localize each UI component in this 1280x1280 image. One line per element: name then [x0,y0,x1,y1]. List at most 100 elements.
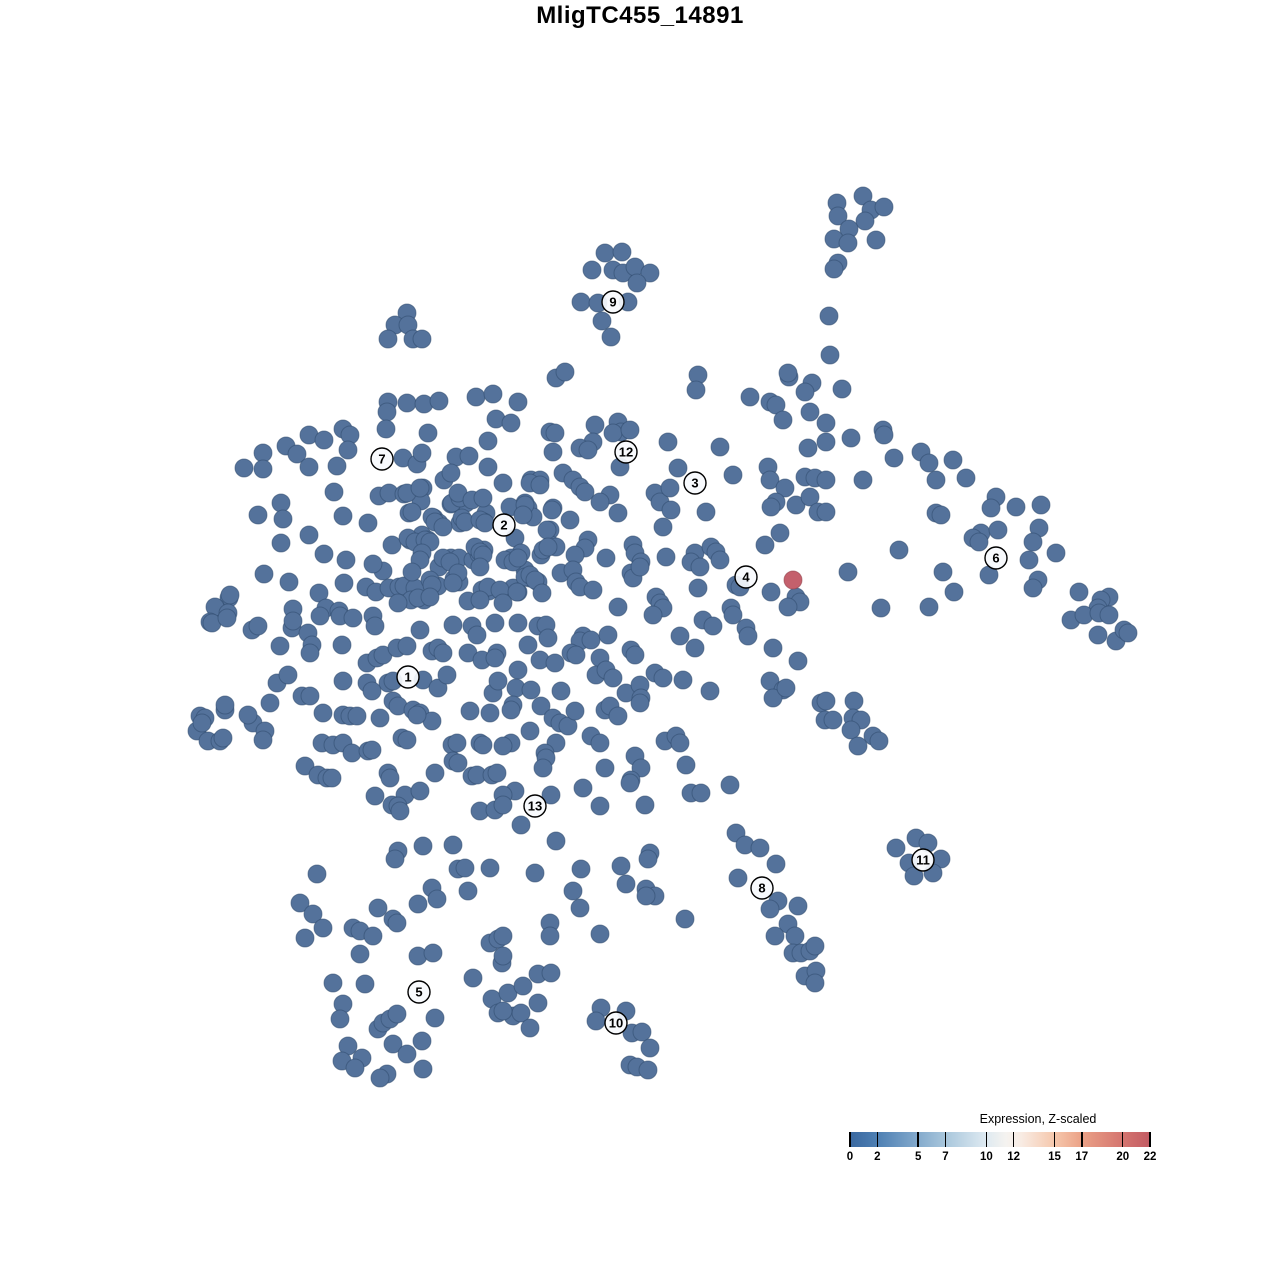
cluster-label-text: 3 [691,476,698,491]
cell-dot [388,593,408,613]
cell-dot [1046,543,1066,563]
cell-dot [700,681,720,701]
cell-dot [538,537,558,557]
cell-dot [362,740,382,760]
cell-dot [330,1009,350,1029]
cell-dot [300,686,320,706]
cell-dot [299,457,319,477]
cell-dot [338,440,358,460]
cell-dot [470,590,490,610]
cluster-label-text: 5 [415,985,422,1000]
cell-dot [520,1018,540,1038]
cell-dot [612,242,632,262]
cell-dot [750,838,770,858]
cell-dot [220,585,240,605]
cell-dot [408,894,428,914]
cell-dot [518,635,538,655]
colorbar-tick-label: 5 [914,1151,922,1163]
cell-dot [483,384,503,404]
cell-dot [420,587,440,607]
cell-dot [370,1068,390,1088]
colorbar-tick-label: 15 [1048,1151,1061,1163]
cell-dot [660,478,680,498]
cluster-label-text: 10 [609,1016,623,1031]
cell-dot [467,625,487,645]
cluster-label-circle [734,565,758,589]
cell-dot [816,691,836,711]
cell-dot [459,446,479,466]
cell-dot [493,946,513,966]
cell-dot [848,736,868,756]
cell-dot [673,670,693,690]
colorbar-tick [1053,1132,1056,1147]
cell-dot [412,443,432,463]
cell-dot [795,382,815,402]
cell-dot [278,665,298,685]
cell-dot [253,459,273,479]
cell-dot [841,428,861,448]
cell-dot [385,849,405,869]
cell-dot [541,963,561,983]
cell-dot [520,721,540,741]
cell-dot [776,678,796,698]
cell-dot [720,775,740,795]
cell-dot [443,835,463,855]
cell-dot [785,926,805,946]
cell-dot [816,413,836,433]
cell-dot [1023,578,1043,598]
cell-dot [755,535,775,555]
cell-dot [696,502,716,522]
cluster-label-12: 12 [614,440,638,464]
cluster-label-8: 8 [750,876,774,900]
cell-dot [508,392,528,412]
cell-dot [412,329,432,349]
cell-dot [943,450,963,470]
cell-dot [410,478,430,498]
cell-dot [1118,623,1138,643]
cell-dot [788,896,808,916]
cell-dot [919,597,939,617]
cell-dot [213,728,233,748]
cell-dot [248,616,268,636]
cell-dot [376,419,396,439]
colorbar-title: Expression, Z-scaled [979,1112,1097,1126]
cell-dot [563,881,583,901]
cell-dot [271,493,291,513]
cluster-label-text: 9 [609,295,616,310]
cell-dot [473,488,493,508]
cell-dot [832,379,852,399]
cell-dot [598,625,618,645]
cell-dot [380,768,400,788]
cell-dot [295,756,315,776]
cell-dot [816,470,836,490]
cluster-label-text: 13 [528,799,542,814]
colorbar-tick-label: 22 [1143,1151,1157,1163]
cell-dot [363,926,383,946]
cell-dot [448,753,468,773]
cell-dot [397,393,417,413]
cell-dot [528,993,548,1013]
cluster-label-4: 4 [734,565,758,589]
cell-dot [402,562,422,582]
cell-dot [616,874,636,894]
cell-dot [423,943,443,963]
cluster-label-text: 8 [758,881,765,896]
cell-dot [437,665,457,685]
cell-dot [770,523,790,543]
cell-dot [365,786,385,806]
cell-dot [521,680,541,700]
cell-dot [575,482,595,502]
cell-dot [487,763,507,783]
cell-dot [586,1011,606,1031]
cell-dot [675,909,695,929]
cell-dot [874,425,894,445]
cell-dot [596,548,616,568]
cluster-label-7: 7 [370,447,394,471]
cell-dot [728,868,748,888]
cell-dot [410,781,430,801]
highlighted-cell-dot [783,570,803,590]
cell-dot [463,968,483,988]
cell-dot [473,735,493,755]
cell-dot [307,864,327,884]
cell-dot [397,636,417,656]
